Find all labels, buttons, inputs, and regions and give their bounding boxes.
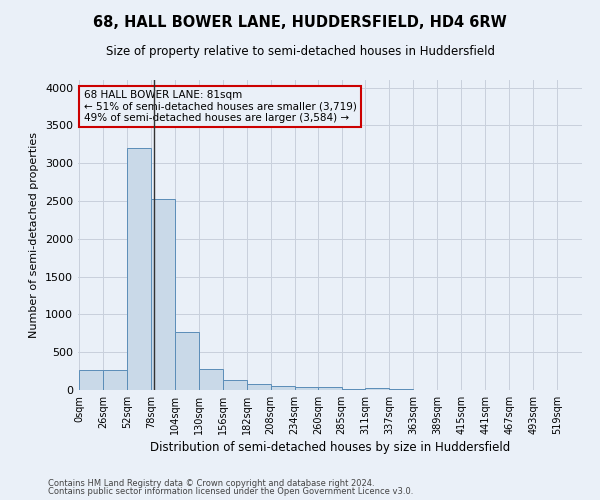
Bar [199, 369, 223, 390]
Bar [319, 387, 343, 390]
Bar [151, 200, 175, 390]
Bar [223, 380, 247, 390]
Bar [247, 384, 271, 390]
Bar [295, 386, 319, 390]
Bar [341, 389, 365, 390]
Y-axis label: Number of semi-detached properties: Number of semi-detached properties [29, 132, 40, 338]
Bar [365, 388, 389, 390]
Bar [127, 148, 151, 390]
Text: Size of property relative to semi-detached houses in Huddersfield: Size of property relative to semi-detach… [106, 45, 494, 58]
Text: 68, HALL BOWER LANE, HUDDERSFIELD, HD4 6RW: 68, HALL BOWER LANE, HUDDERSFIELD, HD4 6… [93, 15, 507, 30]
Text: Contains public sector information licensed under the Open Government Licence v3: Contains public sector information licen… [48, 487, 413, 496]
Text: 68 HALL BOWER LANE: 81sqm
← 51% of semi-detached houses are smaller (3,719)
49% : 68 HALL BOWER LANE: 81sqm ← 51% of semi-… [83, 90, 356, 123]
Bar [103, 370, 127, 390]
Bar [271, 386, 295, 390]
X-axis label: Distribution of semi-detached houses by size in Huddersfield: Distribution of semi-detached houses by … [150, 441, 510, 454]
Bar [389, 389, 413, 390]
Bar [175, 332, 199, 390]
Text: Contains HM Land Registry data © Crown copyright and database right 2024.: Contains HM Land Registry data © Crown c… [48, 478, 374, 488]
Bar [79, 370, 103, 390]
